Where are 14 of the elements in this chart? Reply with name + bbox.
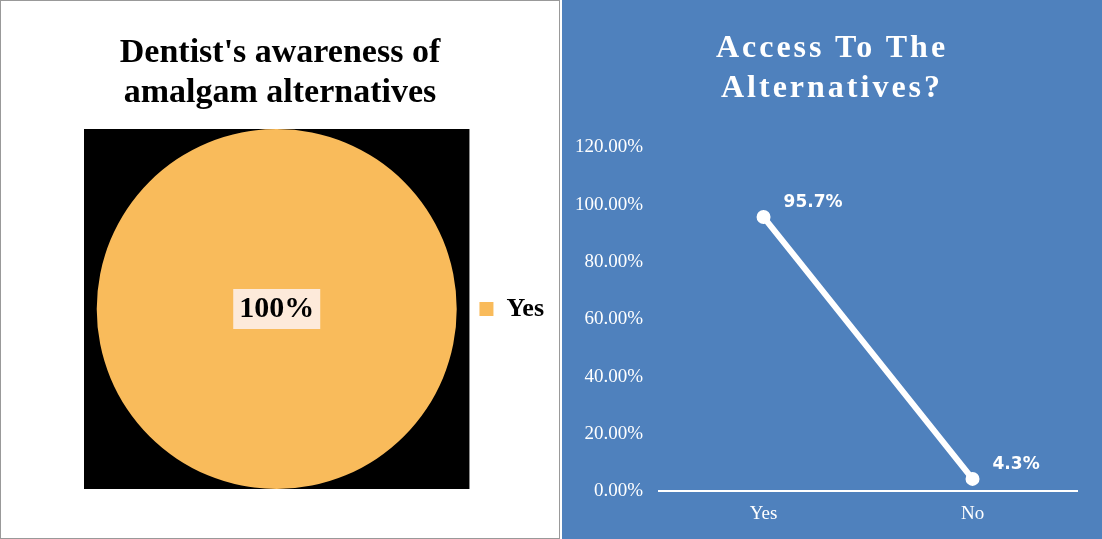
chart-title: Dentist's awareness of amalgam alternatives [118,31,442,111]
data-label: 95.7% [783,191,843,212]
y-tick-label: 0.00% [594,479,644,501]
y-tick-label: 80.00% [584,249,644,271]
y-tick-label: 60.00% [584,307,644,329]
y-tick-label: 20.00% [584,421,644,443]
data-label: 4.3% [992,453,1040,474]
data-label: 100% [239,289,315,323]
chart-title: Access To The Alternatives? [714,27,950,106]
y-tick-label: 100.00% [575,192,644,214]
x-tick-label: No [960,501,985,523]
y-tick-label: 40.00% [584,364,644,386]
legend-label: Yes [506,292,545,322]
y-tick-label: 120.00% [575,135,644,157]
